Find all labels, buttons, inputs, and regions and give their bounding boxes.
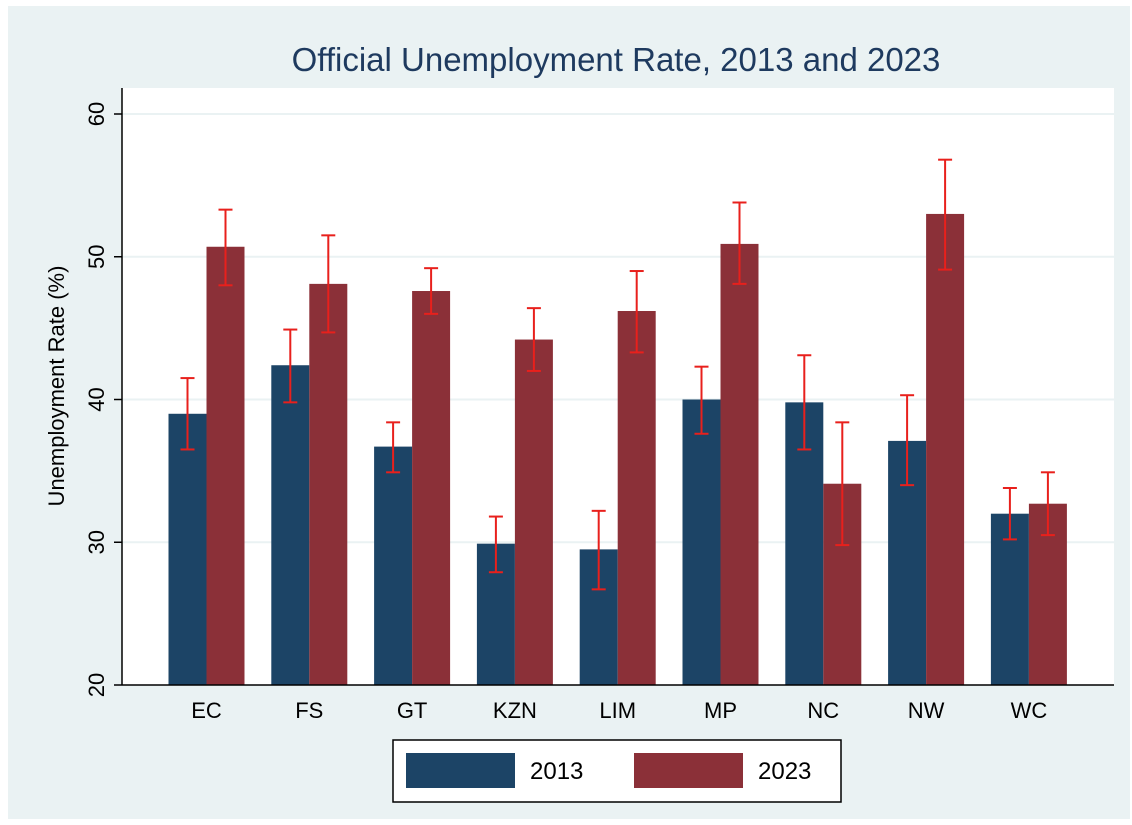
- bar-2013-WC: [990, 513, 1029, 685]
- x-tick-label-NC: NC: [807, 698, 839, 723]
- x-tick-label-MP: MP: [704, 698, 737, 723]
- bar-2023-GT: [412, 291, 451, 685]
- bar-2013-FS: [271, 365, 310, 685]
- y-tick-label: 50: [84, 245, 109, 269]
- y-tick-label: 20: [84, 673, 109, 697]
- bar-2023-KZN: [514, 339, 553, 685]
- legend-label-2013: 2013: [530, 758, 583, 785]
- y-tick-label: 40: [84, 387, 109, 411]
- x-tick-label-WC: WC: [1011, 698, 1048, 723]
- bar-2013-GT: [374, 446, 413, 685]
- x-tick-label-EC: EC: [191, 698, 222, 723]
- bar-chart: Official Unemployment Rate, 2013 and 202…: [44, 41, 1114, 803]
- axes: 20 30 40 50 60 EC FS GT KZN LIM MP NC NW WC: [84, 88, 1114, 723]
- bar-2013-EC: [168, 413, 207, 685]
- y-tick-label: 60: [84, 102, 109, 126]
- y-axis-label: Unemployment Rate (%): [44, 266, 69, 507]
- bar-2023-LIM: [617, 310, 656, 685]
- legend-label-2023: 2023: [758, 758, 811, 785]
- legend: 2013 2023: [392, 739, 842, 803]
- x-tick-label-GT: GT: [397, 698, 428, 723]
- x-tick-label-LIM: LIM: [599, 698, 636, 723]
- bar-2023-FS: [309, 283, 348, 685]
- bar-2023-EC: [206, 246, 245, 685]
- bar-2013-MP: [682, 399, 721, 685]
- bar-2023-MP: [720, 243, 759, 685]
- x-tick-label-NW: NW: [908, 698, 945, 723]
- x-tick-label-FS: FS: [295, 698, 323, 723]
- x-tick-label-KZN: KZN: [493, 698, 537, 723]
- legend-swatch-2023: [634, 753, 743, 788]
- bars: [168, 213, 1067, 686]
- chart-frame: Official Unemployment Rate, 2013 and 202…: [8, 6, 1130, 819]
- bar-2023-NW: [926, 213, 965, 686]
- chart-title: Official Unemployment Rate, 2013 and 202…: [292, 41, 941, 78]
- error-bars: [180, 158, 1055, 591]
- legend-swatch-2013: [406, 753, 515, 788]
- y-tick-label: 30: [84, 530, 109, 554]
